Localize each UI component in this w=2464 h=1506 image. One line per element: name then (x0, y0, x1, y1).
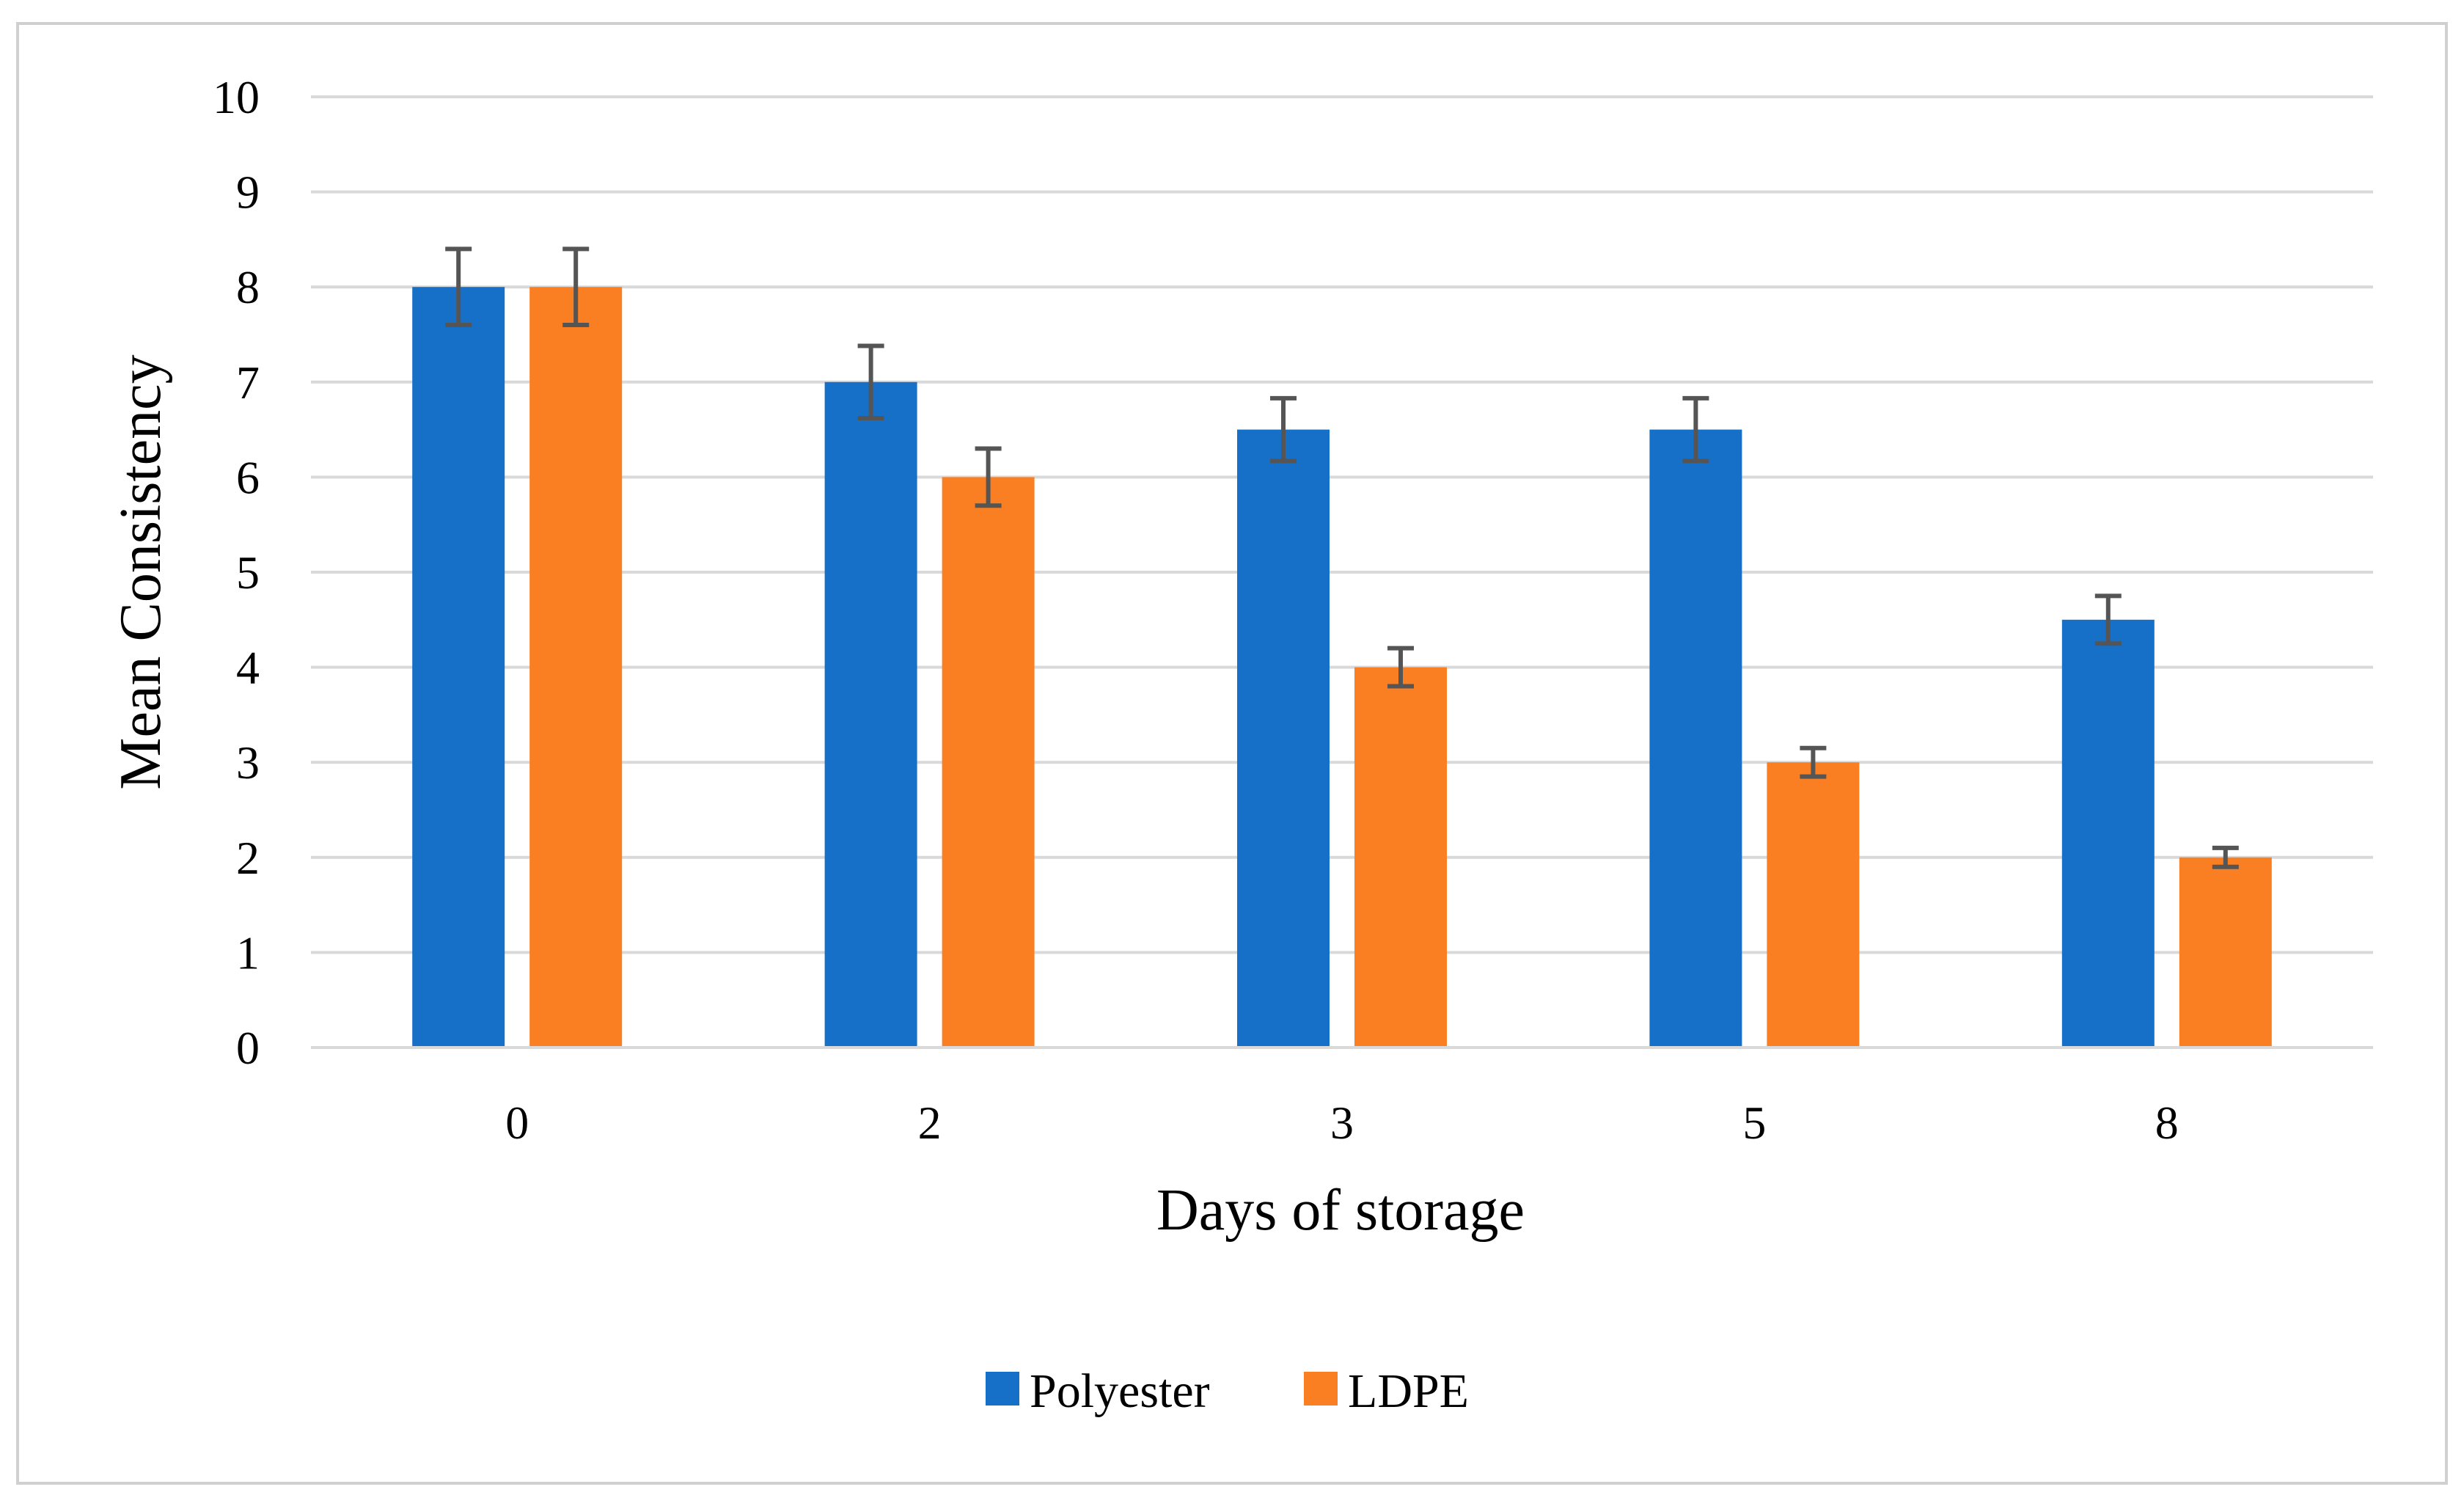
bars (412, 287, 2272, 1048)
legend-swatch (986, 1372, 1019, 1406)
error-bar-polyester-3 (1270, 395, 1297, 464)
y-tick-label: 0 (236, 1022, 260, 1074)
error-bar-polyester-0 (445, 246, 472, 328)
bar-ldpe-0 (529, 287, 623, 1048)
x-tick-label: 8 (2155, 1097, 2179, 1149)
y-tick-label: 10 (213, 71, 260, 123)
y-tick-label: 1 (236, 926, 260, 979)
bar-polyester-2 (824, 381, 917, 1048)
error-bar-ldpe-8 (2212, 845, 2239, 869)
y-tick-label: 7 (236, 357, 260, 409)
x-tick-label: 0 (505, 1097, 529, 1149)
x-tick-labels: 0 2 3 5 8 (505, 1097, 2179, 1149)
y-tick-label: 2 (236, 832, 260, 884)
error-bar-ldpe-5 (1800, 745, 1827, 779)
legend-label: LDPE (1348, 1364, 1469, 1418)
error-bar-polyester-2 (857, 343, 884, 421)
error-bar-ldpe-2 (975, 446, 1002, 508)
y-tick-label: 5 (236, 547, 260, 599)
bar-ldpe-2 (942, 477, 1035, 1048)
y-tick-label: 8 (236, 261, 260, 313)
bar-ldpe-8 (2179, 857, 2272, 1048)
bar-polyester-3 (1237, 429, 1330, 1048)
error-bar-polyester-8 (2094, 593, 2122, 646)
bar-ldpe-3 (1354, 667, 1447, 1048)
legend-swatch (1304, 1372, 1338, 1406)
bar-polyester-0 (412, 287, 505, 1048)
bar-polyester-8 (2061, 619, 2155, 1048)
legend-item-ldpe: LDPE (1304, 1364, 1469, 1418)
y-tick-label: 3 (236, 736, 260, 789)
legend: Polyester LDPE (986, 1364, 1469, 1418)
legend-item-polyester: Polyester (986, 1364, 1210, 1418)
x-tick-label: 5 (1742, 1097, 1766, 1149)
legend-label: Polyester (1030, 1364, 1210, 1418)
error-bar-ldpe-0 (562, 246, 590, 328)
x-tick-label: 2 (918, 1097, 942, 1149)
bar-ldpe-5 (1767, 762, 1860, 1048)
error-bar-polyester-5 (1682, 395, 1709, 464)
y-tick-labels: 0 1 2 3 4 5 6 7 8 9 10 (213, 71, 260, 1074)
error-bar-ldpe-3 (1387, 646, 1414, 689)
error-bars (311, 246, 2373, 1049)
x-axis-title: Days of storage (1156, 1178, 1525, 1243)
y-tick-label: 6 (236, 451, 260, 503)
y-tick-label: 4 (236, 642, 260, 694)
x-tick-label: 3 (1330, 1097, 1354, 1149)
bar-polyester-5 (1649, 429, 1742, 1048)
y-tick-label: 9 (236, 167, 260, 219)
y-axis-title: Mean Consistency (109, 354, 173, 789)
